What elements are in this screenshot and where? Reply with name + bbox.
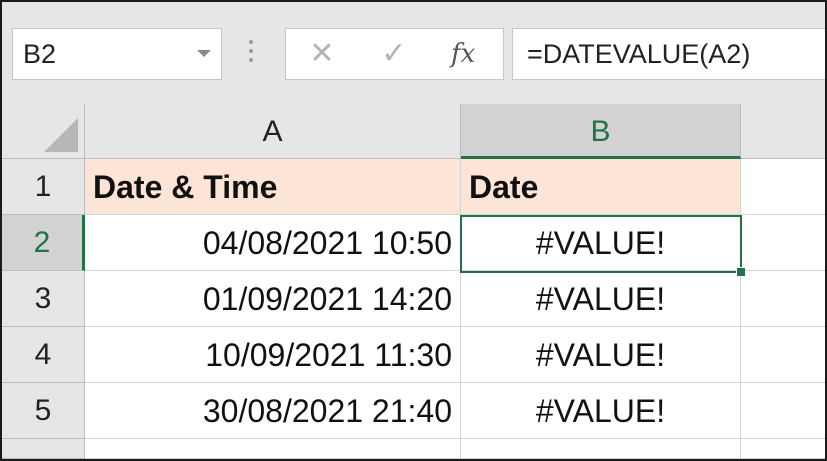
fill-handle[interactable] <box>736 267 746 277</box>
cell-b5[interactable]: #VALUE! <box>461 383 741 439</box>
cell-a2[interactable]: 04/08/2021 10:50 <box>85 215 461 271</box>
cell-b4[interactable]: #VALUE! <box>461 327 741 383</box>
row-header-6[interactable] <box>2 439 85 459</box>
name-box[interactable]: B2 <box>12 28 222 80</box>
insert-function-icon[interactable]: fx <box>451 39 476 69</box>
column-header-b[interactable]: B <box>461 104 741 159</box>
cell-c1[interactable] <box>741 159 825 215</box>
formula-bar: B2 ✕ ✓ fx =DATEVALUE(A2) <box>2 2 825 104</box>
cell-c5[interactable] <box>741 383 825 439</box>
cell-c2[interactable] <box>741 215 825 271</box>
row-header-5[interactable]: 5 <box>2 383 85 439</box>
row-header-1[interactable]: 1 <box>2 159 85 215</box>
column-header-c[interactable] <box>741 104 825 159</box>
cell-a6[interactable] <box>85 439 461 459</box>
row-header-2[interactable]: 2 <box>2 215 85 271</box>
select-all-icon <box>44 118 78 152</box>
cell-a5[interactable]: 30/08/2021 21:40 <box>85 383 461 439</box>
cell-a1[interactable]: Date & Time <box>85 159 461 215</box>
cell-b2[interactable]: #VALUE! <box>461 215 741 271</box>
select-all-corner[interactable] <box>2 104 85 159</box>
cancel-icon[interactable]: ✕ <box>309 37 335 70</box>
grip-dots-icon[interactable] <box>249 40 253 66</box>
formula-text: =DATEVALUE(A2) <box>527 39 751 69</box>
cell-b6[interactable] <box>461 439 741 459</box>
cell-b1[interactable]: Date <box>461 159 741 215</box>
worksheet-grid: A B 1 Date & Time Date 2 04/08/2021 10:5… <box>2 104 825 459</box>
cell-c6[interactable] <box>741 439 825 459</box>
formula-buttons: ✕ ✓ fx <box>285 28 504 80</box>
active-cell-border <box>460 215 742 273</box>
formula-input[interactable]: =DATEVALUE(A2) <box>512 28 825 80</box>
chevron-down-icon[interactable] <box>197 50 211 57</box>
row-header-4[interactable]: 4 <box>2 327 85 383</box>
name-box-value: B2 <box>23 39 57 69</box>
cell-c3[interactable] <box>741 271 825 327</box>
cell-a3[interactable]: 01/09/2021 14:20 <box>85 271 461 327</box>
row-header-3[interactable]: 3 <box>2 271 85 327</box>
column-header-a[interactable]: A <box>85 104 461 159</box>
cell-c4[interactable] <box>741 327 825 383</box>
cell-b3[interactable]: #VALUE! <box>461 271 741 327</box>
cell-a4[interactable]: 10/09/2021 11:30 <box>85 327 461 383</box>
enter-icon[interactable]: ✓ <box>381 37 407 70</box>
